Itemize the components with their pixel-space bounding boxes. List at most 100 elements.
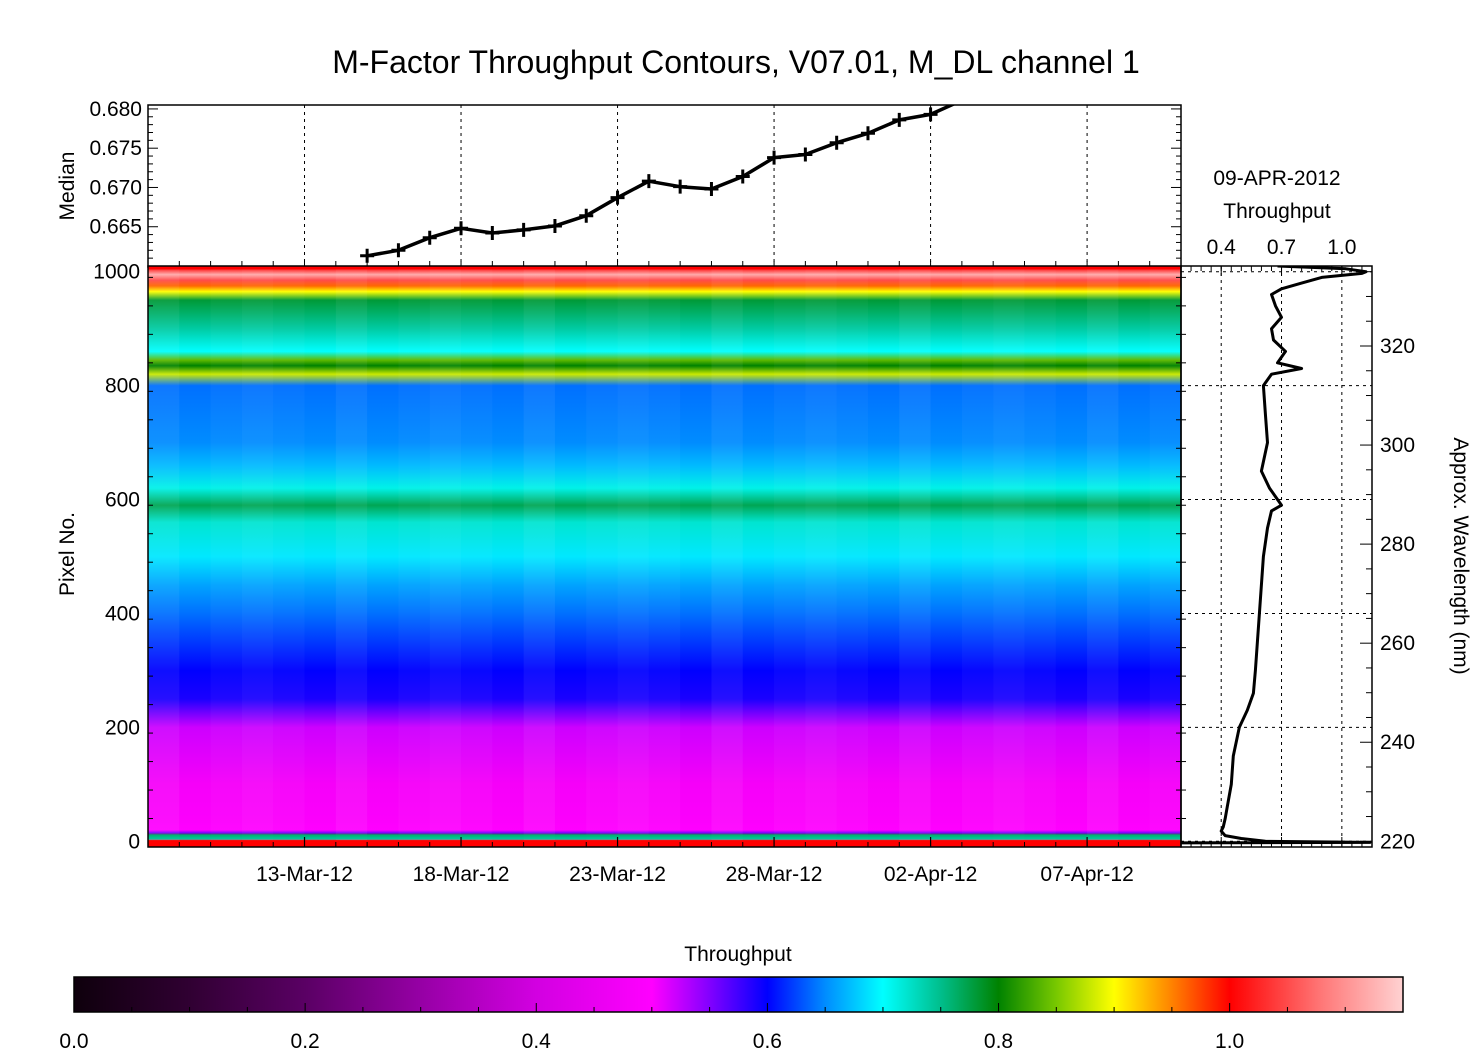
heatmap-low-band (148, 834, 1181, 840)
profile-date: 09-APR-2012 (1213, 167, 1340, 190)
x-tick-label: 28-Mar-12 (726, 863, 823, 886)
y-tick-label: 600 (105, 489, 140, 512)
profile-x-tick-label: 0.7 (1267, 236, 1296, 259)
colorbar-ticks: 0.0 0.2 0.4 0.6 0.8 1.0 (59, 1003, 1404, 1053)
y-tick-label: 1000 (93, 261, 140, 284)
y-tick-label: 400 (105, 602, 140, 625)
profile-x-tick-label: 0.4 (1207, 236, 1237, 259)
contour-panel: 13-Mar-12 18-Mar-12 23-Mar-12 28-Mar-12 02-A… (56, 261, 1182, 886)
wavelength-tick-label: 260 (1380, 632, 1415, 655)
throughput-heatmap (148, 266, 1181, 847)
x-tick-label: 13-Mar-12 (256, 863, 353, 886)
wavelength-label: Approx. Wavelength (nm) (1449, 437, 1472, 674)
median-point (610, 190, 625, 205)
heatmap-column (617, 266, 649, 847)
median-point (579, 208, 594, 223)
median-series (360, 105, 956, 263)
median-point (735, 169, 750, 184)
median-point (892, 112, 907, 127)
y-tick-label: 200 (105, 716, 140, 739)
colorbar-label: Throughput (684, 943, 792, 966)
heatmap-top-band (148, 266, 1181, 270)
heatmap-edge-band (148, 840, 1181, 847)
wavelength-tick-label: 300 (1380, 434, 1415, 457)
pixel-ylabel: Pixel No. (56, 512, 79, 596)
median-point (547, 218, 562, 233)
heatmap-column (273, 266, 304, 847)
median-point (641, 174, 656, 189)
heatmap-column (429, 266, 462, 847)
profile-series (1181, 266, 1372, 845)
median-point (422, 230, 437, 245)
x-tick-label: 23-Mar-12 (569, 863, 666, 886)
median-point (673, 179, 688, 194)
wavelength-tick-label: 240 (1380, 731, 1415, 754)
heatmap-column (523, 266, 555, 847)
colorbar-tick-label: 0.4 (522, 1030, 552, 1053)
median-y-tick-label: 0.680 (89, 98, 142, 121)
heatmap-columns (148, 266, 1181, 847)
heatmap-column (335, 266, 368, 847)
wavelength-tick-label: 320 (1380, 335, 1415, 358)
heatmap-column (805, 266, 837, 847)
heatmap-column (837, 266, 868, 847)
heatmap-column (962, 266, 993, 847)
heatmap-column (1150, 266, 1181, 847)
heatmap-column (241, 266, 274, 847)
colorbar-tick-label: 0.8 (984, 1030, 1013, 1053)
heatmap-column (461, 266, 492, 847)
heatmap-column (774, 266, 805, 847)
median-point (767, 150, 782, 165)
wavelength-tick-label: 220 (1380, 830, 1415, 853)
colorbar-tick-label: 1.0 (1215, 1030, 1244, 1053)
median-point (798, 147, 813, 162)
median-y-tick-label: 0.670 (89, 176, 142, 199)
profile-line (1181, 266, 1372, 845)
colorbar-tick-label: 0.2 (291, 1030, 320, 1053)
y-tick-label: 0 (128, 830, 140, 853)
heatmap-column (993, 266, 1025, 847)
x-tick-label: 07-Apr-12 (1040, 863, 1133, 886)
colorbar-tick-label: 0.6 (753, 1030, 782, 1053)
median-point (923, 107, 938, 122)
heatmap-column (398, 266, 429, 847)
colorbar-gradient (73, 976, 1404, 1013)
profile-axis-ticks: 0.4 0.7 1.0 220 240 260 280 300 320 (1181, 236, 1415, 853)
median-gridlines (304, 105, 1088, 266)
profile-frame (1180, 265, 1373, 848)
heatmap-column (649, 266, 680, 847)
x-tick-label: 18-Mar-12 (413, 863, 510, 886)
median-frame (147, 104, 1182, 268)
heatmap-column (586, 266, 617, 847)
profile-gridlines (1181, 266, 1372, 847)
profile-title: Throughput (1223, 200, 1331, 223)
colorbar: Throughput 0.0 0.2 0.4 0.6 0.8 1.0 (59, 943, 1404, 1053)
contour-axis-ticks: 13-Mar-12 18-Mar-12 23-Mar-12 28-Mar-12 02-A… (93, 261, 1181, 886)
median-point (704, 182, 719, 197)
heatmap-column (211, 266, 242, 847)
heatmap-column (1024, 266, 1055, 847)
median-point (454, 221, 469, 236)
median-y-tick-label: 0.665 (89, 216, 142, 239)
median-point (829, 135, 844, 150)
heatmap-column (148, 266, 180, 847)
median-panel: 0.665 0.670 0.675 0.680 Median (56, 98, 1182, 268)
chart-title: M-Factor Throughput Contours, V07.01, M_… (332, 44, 1140, 80)
profile-x-tick-label: 1.0 (1327, 236, 1356, 259)
median-point (391, 243, 406, 258)
median-point (360, 248, 375, 263)
x-tick-label: 02-Apr-12 (884, 863, 977, 886)
median-y-tick-label: 0.675 (89, 137, 142, 160)
median-ylabel: Median (56, 152, 79, 221)
median-point (485, 226, 500, 241)
heatmap-column (899, 266, 931, 847)
heatmap-column (711, 266, 743, 847)
wavelength-tick-label: 280 (1380, 533, 1415, 556)
median-point (516, 222, 531, 237)
median-point (860, 126, 875, 141)
median-axis-ticks: 0.665 0.670 0.675 0.680 (89, 98, 1181, 266)
colorbar-tick-label: 0.0 (59, 1030, 88, 1053)
y-tick-label: 800 (105, 375, 140, 398)
